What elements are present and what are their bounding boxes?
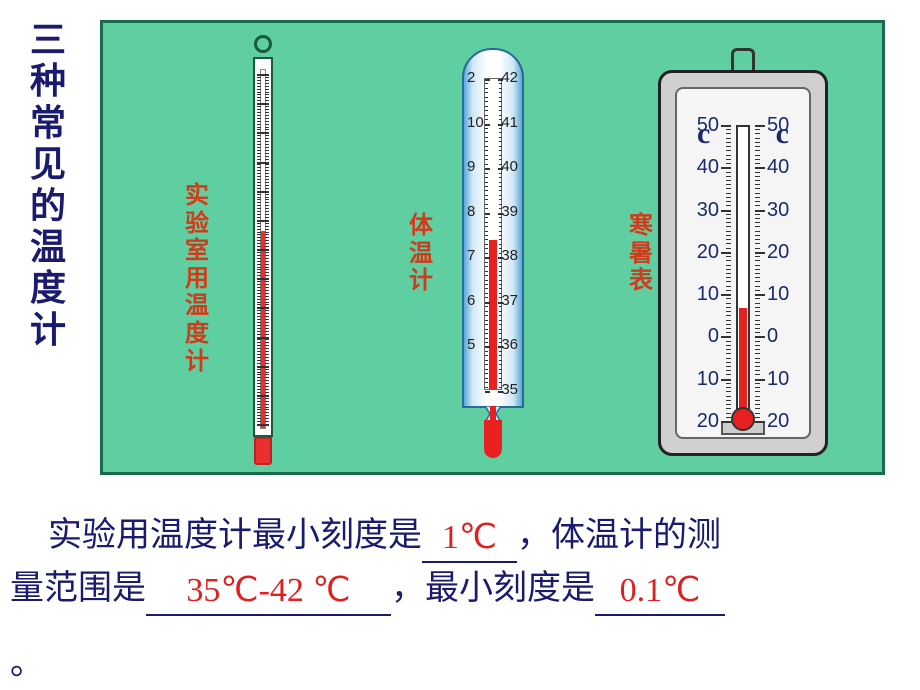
answer-3: 0.1℃ <box>620 572 701 609</box>
lab-thermometer <box>248 35 278 465</box>
answer-2: 35℃-42 ℃ <box>186 572 350 609</box>
thermo2-body: 424140393837363521098765 <box>462 48 524 408</box>
q-line2a: 量范围是 <box>10 570 146 607</box>
thermo1-body <box>253 57 273 437</box>
q-line2b: ，最小刻度是 <box>391 570 595 607</box>
thermo1-scale-ticks <box>255 74 271 424</box>
answer-1: 1℃ <box>442 519 497 556</box>
thermo3-bulb <box>731 407 755 431</box>
question-text: 实验用温度计最小刻度是 1℃ ，体温计的测 量范围是 35℃-42 ℃ ，最小刻度是 0.… <box>10 510 910 616</box>
thermo3-board: c c 505040403030202010100010102020 <box>658 70 828 456</box>
household-thermometer: c c 505040403030202010100010102020 <box>658 48 828 458</box>
thermo3-hanger-icon <box>731 48 755 72</box>
q-line1a: 实验用温度计最小刻度是 <box>48 517 422 554</box>
thermo2-label: 体温计 <box>408 213 434 296</box>
blank-3: 0.1℃ <box>595 563 725 616</box>
thermo1-label: 实验室用温度计 <box>183 183 211 376</box>
blank-1: 1℃ <box>422 510 517 563</box>
q-line1b: ，体温计的测 <box>517 517 721 554</box>
diagram-panel: 实验室用温度计 体温计 424140393837363521098765 <box>100 20 885 475</box>
thermo1-ring-icon <box>254 35 272 53</box>
slide: 三种常见的温度计 实验室用温度计 体温计 4241403938373635210… <box>0 0 920 690</box>
thermo1-bulb <box>254 437 272 465</box>
period: 。 <box>10 635 44 684</box>
clinical-thermometer: 424140393837363521098765 <box>458 48 528 458</box>
blank-2: 35℃-42 ℃ <box>146 563 391 616</box>
thermo2-liquid <box>489 240 497 389</box>
thermo2-bulb <box>484 420 502 458</box>
slide-title-vertical: 三种常见的温度计 <box>28 20 68 351</box>
thermo3-tube <box>736 125 750 421</box>
thermo3-liquid <box>739 308 747 419</box>
thermo3-label: 寒暑表 <box>628 213 654 296</box>
